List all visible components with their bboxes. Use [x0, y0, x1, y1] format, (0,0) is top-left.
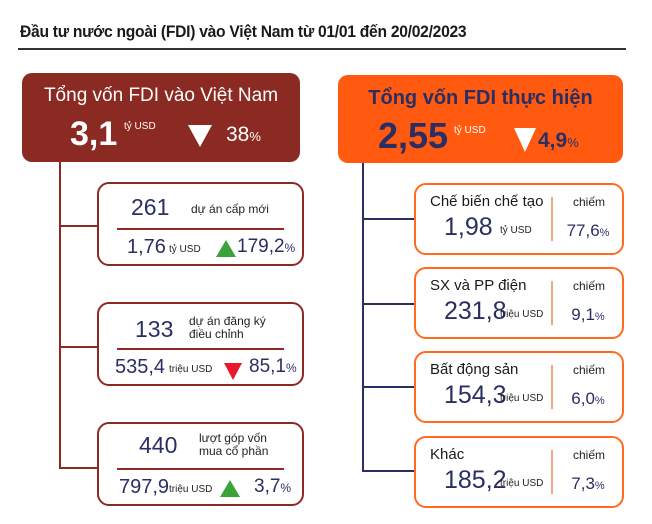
up-arrow-icon	[220, 480, 240, 497]
adjusted-projects-label: dự án đăng ký điều chỉnh	[189, 314, 266, 341]
card-divider	[117, 348, 284, 350]
capital-contribution-unit: triệu USD	[169, 484, 213, 495]
card-separator	[551, 365, 553, 409]
share-label: chiếm	[572, 195, 605, 209]
registered-fdi-title: Tổng vốn FDI vào Việt Nam	[43, 85, 279, 106]
card-separator	[551, 281, 553, 325]
new-projects-card: 261 dự án cấp mới 1,76 tỷ USD 179,2%	[97, 182, 304, 266]
adjusted-projects-change: 85,1%	[249, 356, 297, 377]
disbursed-fdi-value: 2,55	[378, 115, 449, 156]
sector-value: 154,3	[444, 381, 507, 409]
down-arrow-icon	[514, 128, 536, 152]
capital-contribution-value: 797,9	[119, 476, 170, 498]
disbursed-fdi-title: Tổng vốn FDI thực hiện	[368, 87, 593, 109]
adjusted-projects-value: 535,4	[115, 356, 166, 378]
registered-fdi-change: 38%	[226, 123, 261, 146]
capital-contribution-card: 440 lượt góp vốn mua cổ phần 797,9 triệu …	[97, 422, 304, 506]
registered-fdi-value: 3,1	[70, 115, 118, 153]
card-divider	[117, 228, 284, 230]
new-projects-unit: tỷ USD	[169, 244, 201, 255]
sector-unit: triệu USD	[500, 393, 544, 404]
down-arrow-icon	[224, 363, 242, 380]
new-projects-change: 179,2%	[237, 236, 296, 257]
title-divider	[18, 48, 626, 50]
adjusted-projects-unit: triệu USD	[169, 364, 213, 375]
right-tree-branch	[362, 218, 416, 220]
sector-value: 231,8	[444, 297, 507, 325]
card-divider	[117, 468, 284, 470]
sector-name: SX và PP điện	[430, 277, 527, 294]
registered-fdi-header: Tổng vốn FDI vào Việt Nam 3,1 tỷ USD 38%	[22, 73, 300, 162]
new-projects-label: dự án cấp mới	[191, 202, 269, 216]
sector-name: Khác	[430, 446, 465, 463]
right-tree-trunk	[362, 163, 364, 471]
capital-contribution-label: lượt góp vốn mua cổ phần	[199, 431, 269, 458]
sector-share: 9,1%	[571, 305, 605, 324]
sector-card-manufacturing: Chế biến chế tạo 1,98 tỷ USD chiếm 77,6%	[414, 183, 624, 255]
left-tree-branch	[59, 225, 99, 227]
sector-card-real-estate: Bất động sản 154,3 triệu USD chiếm 6,0%	[414, 351, 624, 423]
sector-card-power: SX và PP điện 231,8 triệu USD chiếm 9,1%	[414, 267, 624, 339]
registered-fdi-unit: tỷ USD	[124, 121, 156, 132]
adjusted-projects-count: 133	[135, 316, 174, 342]
new-projects-value: 1,76	[127, 236, 166, 258]
right-tree-branch	[362, 386, 416, 388]
sector-value: 185,2	[444, 466, 507, 494]
sector-card-other: Khác 185,2 triệu USD chiếm 7,3%	[414, 436, 624, 508]
right-tree-branch	[362, 470, 416, 472]
right-tree-branch	[362, 303, 416, 305]
down-arrow-icon	[188, 125, 212, 147]
sector-unit: triệu USD	[500, 309, 544, 320]
up-arrow-icon	[216, 240, 236, 257]
disbursed-fdi-unit: tỷ USD	[454, 125, 486, 136]
left-tree-branch	[59, 467, 99, 469]
share-label: chiếm	[572, 363, 605, 377]
card-separator	[551, 450, 553, 494]
sector-share: 7,3%	[571, 474, 605, 493]
sector-name: Chế biến chế tạo	[430, 193, 544, 210]
sector-unit: triệu USD	[500, 478, 544, 489]
card-separator	[551, 197, 553, 241]
sector-name: Bất động sản	[430, 361, 519, 378]
capital-contribution-count: 440	[139, 432, 178, 458]
share-label: chiếm	[572, 279, 605, 293]
left-tree-trunk	[59, 162, 61, 468]
disbursed-fdi-change: 4,9%	[538, 129, 579, 152]
sector-unit: tỷ USD	[500, 225, 532, 236]
disbursed-fdi-header: Tổng vốn FDI thực hiện 2,55 tỷ USD 4,9%	[338, 75, 623, 163]
infographic-title: Đầu tư nước ngoài (FDI) vào Việt Nam từ …	[20, 22, 467, 41]
left-tree-branch	[59, 346, 99, 348]
sector-share: 6,0%	[571, 389, 605, 408]
new-projects-count: 261	[131, 194, 170, 220]
share-label: chiếm	[572, 448, 605, 462]
capital-contribution-change: 3,7%	[254, 476, 292, 497]
sector-share: 77,6%	[566, 221, 610, 240]
adjusted-projects-card: 133 dự án đăng ký điều chỉnh 535,4 triệu …	[97, 302, 304, 386]
sector-value: 1,98	[444, 213, 493, 241]
